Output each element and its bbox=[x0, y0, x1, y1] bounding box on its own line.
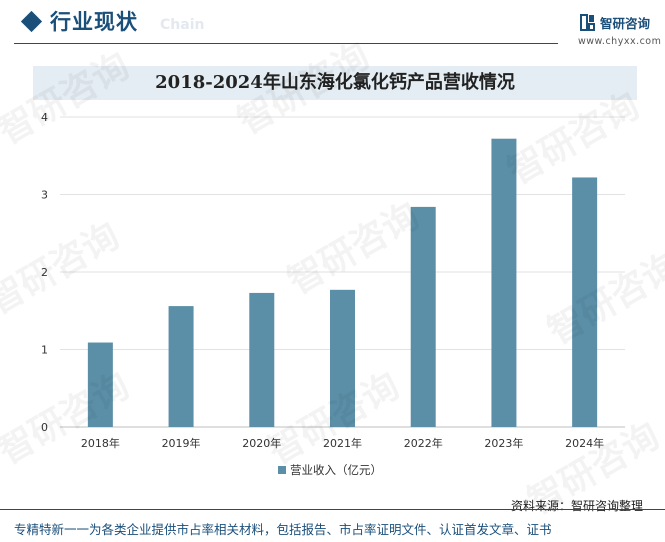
y-tick-label: 4 bbox=[41, 111, 48, 124]
bar bbox=[572, 177, 598, 427]
bar bbox=[410, 206, 436, 427]
footer-divider bbox=[0, 509, 665, 510]
bar bbox=[168, 306, 194, 427]
bar bbox=[330, 289, 355, 427]
header-ghost-text: Chain bbox=[160, 17, 205, 33]
y-tick-label: 2 bbox=[41, 266, 48, 279]
page-header: 行业现状 Chain 智研咨询 www.chyxx.com bbox=[0, 0, 665, 47]
brand-name: 智研咨询 bbox=[600, 16, 651, 31]
bar bbox=[491, 138, 517, 427]
footer-text: 专精特新一一为各类企业提供市占率相关材料，包括报告、市占率证明文件、认证首发文章… bbox=[14, 522, 552, 537]
x-tick-label: 2021年 bbox=[323, 436, 362, 450]
chart-title-band: 2018-2024年山东海化氯化钙产品营收情况 bbox=[33, 66, 637, 100]
brand-url[interactable]: www.chyxx.com bbox=[578, 36, 662, 47]
chart-legend: 营业收入（亿元） bbox=[278, 463, 382, 477]
brand-logo-icon bbox=[580, 14, 595, 31]
legend-label: 营业收入（亿元） bbox=[290, 463, 382, 477]
x-tick-label: 2018年 bbox=[81, 436, 120, 450]
x-tick-label: 2024年 bbox=[565, 436, 604, 450]
section-title: 行业现状 bbox=[50, 10, 138, 34]
bar-chart: 0 1 2 3 4 2018年 2019年 2020年 2021年 2022年 2023年 2024年 bbox=[41, 111, 625, 450]
x-tick-label: 2023年 bbox=[484, 436, 523, 450]
legend-swatch bbox=[278, 466, 286, 474]
chart-title: 2018-2024年山东海化氯化钙产品营收情况 bbox=[155, 72, 515, 93]
y-tick-label: 0 bbox=[41, 421, 48, 434]
data-source: 资料来源：智研咨询整理 bbox=[511, 499, 644, 513]
x-tick-label: 2019年 bbox=[162, 436, 201, 450]
bar bbox=[87, 342, 113, 427]
x-tick-label: 2020年 bbox=[242, 436, 281, 450]
bar bbox=[249, 292, 275, 427]
x-tick-label: 2022年 bbox=[404, 436, 443, 450]
header-divider bbox=[14, 43, 558, 44]
y-tick-label: 1 bbox=[41, 344, 48, 357]
y-tick-label: 3 bbox=[41, 189, 48, 202]
diamond-icon bbox=[20, 10, 43, 33]
